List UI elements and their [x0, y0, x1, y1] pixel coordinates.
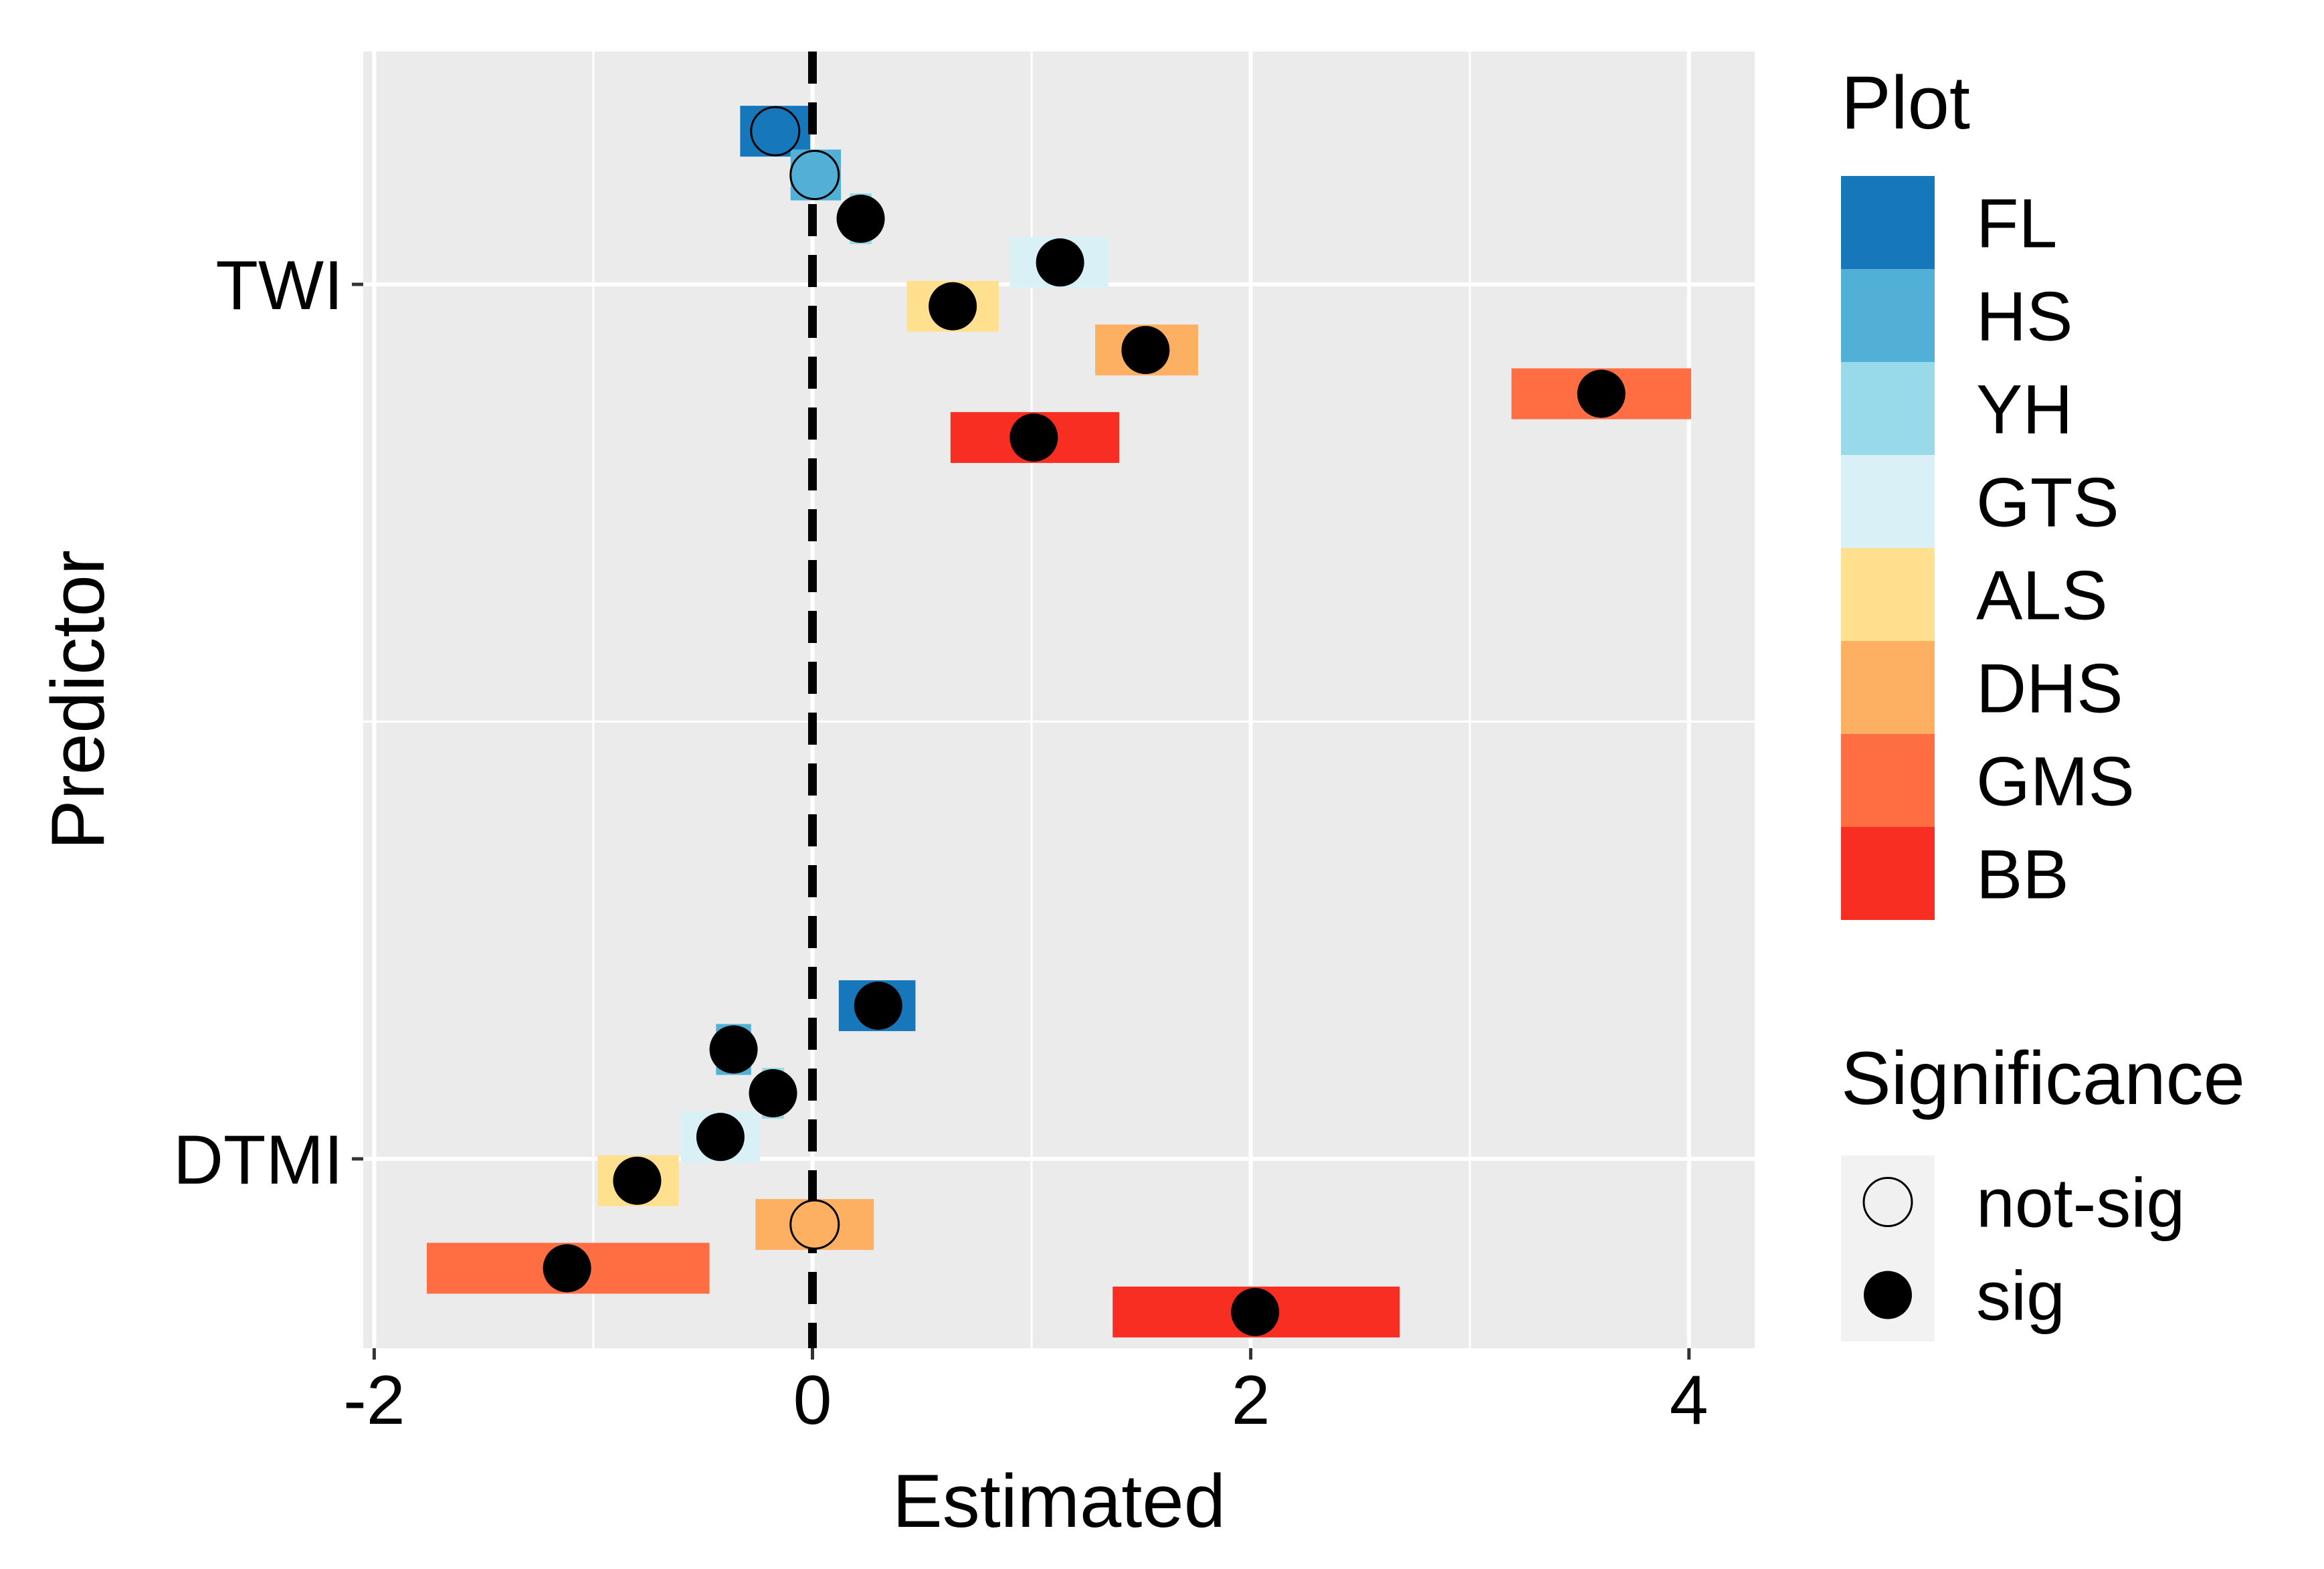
point-twi-als: [929, 282, 977, 331]
legend-label-not-sig: not-sig: [1976, 1165, 2185, 1242]
y-axis: DTMI TWI: [173, 247, 363, 1199]
point-dtmi-als: [613, 1156, 662, 1205]
legend-key-bb: [1841, 827, 1935, 920]
point-dtmi-fl: [854, 982, 902, 1030]
legend-label-bb: BB: [1976, 836, 2069, 914]
legend-key-gms: [1841, 734, 1935, 827]
x-axis-title: Estimated: [892, 1459, 1226, 1543]
point-twi-gms: [1577, 369, 1626, 418]
y-axis-title: Predictor: [36, 550, 120, 850]
point-twi-dhs: [1121, 326, 1170, 375]
point-twi-yh: [836, 194, 885, 243]
legend-label-gms: GMS: [1976, 743, 2135, 821]
legend-label-sig: sig: [1976, 1258, 2065, 1335]
point-twi-fl: [750, 106, 801, 157]
legend-significance-title: Significance: [1841, 1036, 2245, 1120]
legend-label-gts: GTS: [1976, 464, 2119, 542]
legend-key-fl: [1841, 176, 1935, 269]
x-tick-label: 4: [1670, 1362, 1709, 1439]
legend-key-gts: [1841, 455, 1935, 548]
legend-label-yh: YH: [1976, 371, 2072, 449]
point-dtmi-gts: [696, 1113, 745, 1162]
point-dtmi-bb: [1231, 1287, 1280, 1336]
legend-label-fl: FL: [1976, 185, 2057, 263]
x-tick-label: 0: [793, 1362, 832, 1439]
point-dtmi-gms: [543, 1244, 591, 1293]
point-twi-bb: [1009, 413, 1058, 462]
legend-key-dhs: [1841, 641, 1935, 734]
legend-key-sig: [1864, 1271, 1912, 1319]
legend-key-als: [1841, 548, 1935, 641]
legend-label-hs: HS: [1976, 278, 2072, 356]
y-tick-label: DTMI: [173, 1121, 343, 1199]
legend-label-dhs: DHS: [1976, 650, 2123, 728]
legend-significance: Significance not-sig sig: [1841, 1036, 2245, 1342]
x-axis: -2 0 2 4: [343, 1348, 1709, 1439]
legend-plot-title: Plot: [1841, 61, 1970, 145]
x-tick-label: 2: [1232, 1362, 1270, 1439]
point-dtmi-dhs: [789, 1199, 840, 1250]
point-dtmi-yh: [749, 1069, 797, 1117]
y-tick-label: TWI: [215, 247, 343, 325]
estimate-points: [543, 106, 1626, 1336]
legend-key-not-sig: [1862, 1177, 1913, 1227]
legend-label-als: ALS: [1976, 557, 2108, 635]
point-twi-gts: [1036, 238, 1084, 287]
legend-plot: Plot FL HS YH GTS ALS DHS GMS BB: [1841, 61, 2135, 920]
point-dtmi-hs: [709, 1025, 758, 1074]
x-tick-label: -2: [343, 1362, 405, 1439]
point-twi-hs: [789, 150, 840, 200]
legend-key-yh: [1841, 362, 1935, 455]
legend-key-hs: [1841, 269, 1935, 362]
